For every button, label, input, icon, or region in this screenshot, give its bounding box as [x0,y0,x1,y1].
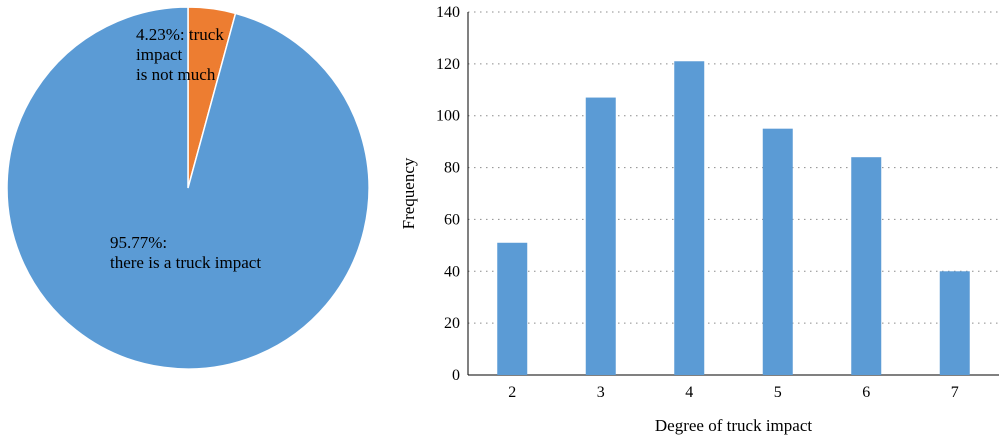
bar [674,61,705,376]
y-tick-label: 0 [452,367,460,384]
y-axis-title: Frequency [399,157,418,229]
pie-slice-label: 4.23%: truck [136,25,224,44]
y-tick-label: 140 [436,4,460,21]
y-tick-label: 80 [444,160,460,177]
bar [585,97,616,376]
bar [939,271,970,375]
x-tick-label: 4 [685,384,693,401]
bar [851,157,882,375]
pie-slice [6,6,370,370]
x-tick-label: 2 [508,384,516,401]
y-tick-label: 120 [436,56,460,73]
bar-chart: 0 20 40 60 80 100 120 140 2 3 4 5 6 7 Degree of truck … [399,4,999,435]
bar [497,242,528,375]
pie-slice-label: there is a truck impact [110,253,261,272]
x-tick-label: 7 [951,384,959,401]
y-tick-label: 40 [444,263,460,280]
x-tick-label: 5 [774,384,782,401]
x-tick-label: 3 [597,384,605,401]
y-tick-label: 100 [436,108,460,125]
pie-slice-label: impact [136,45,183,64]
bar [762,128,793,375]
y-tick-label: 60 [444,211,460,228]
pie-slice-label: is not much [136,65,216,84]
x-tick-label: 6 [862,384,870,401]
x-axis-title: Degree of truck impact [655,416,812,435]
pie-slice-label: 95.77%: [110,233,167,252]
y-tick-label: 20 [444,315,460,332]
